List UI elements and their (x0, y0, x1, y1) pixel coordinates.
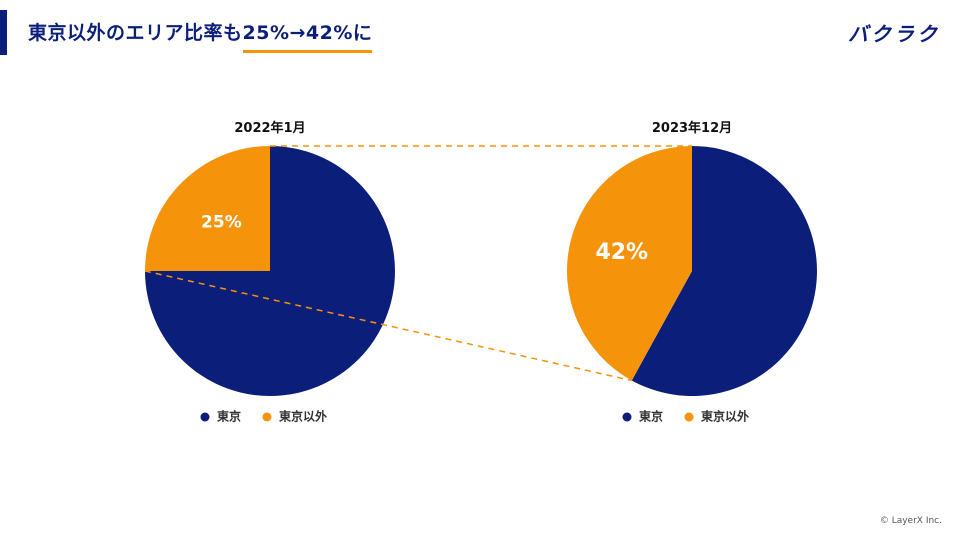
pie-slice-outside-1 (145, 146, 270, 271)
page-title: 東京以外のエリア比率も25%→42%に (28, 18, 373, 53)
pie-slice-outside-2 (566, 146, 692, 381)
legend-label-tokyo-2: 東京 (639, 409, 663, 424)
data-label-outside-2: 42% (595, 240, 648, 265)
title-prefix: 東京以外のエリア比率も (28, 22, 243, 44)
legend-label-outside-2: 東京以外 (701, 409, 749, 424)
brand-logo: バクラク (848, 22, 940, 46)
legend-label-tokyo-1: 東京 (217, 409, 241, 424)
legend-marker-outside-2 (684, 412, 694, 422)
chart-title-1: 2022年1月 (234, 120, 305, 136)
copyright-text: © LayerX Inc. (879, 516, 942, 526)
legend-marker-tokyo-1 (200, 412, 210, 422)
legend-marker-outside-1 (262, 412, 272, 422)
chart-title-2: 2023年12月 (652, 120, 732, 136)
data-label-outside-1: 25% (201, 212, 242, 232)
legend-marker-tokyo-2 (622, 412, 632, 422)
title-highlight: 25%→42%に (242, 22, 373, 53)
pie-slice-tokyo-2 (631, 146, 817, 396)
title-accent-bar (0, 10, 7, 55)
legend-label-outside-1: 東京以外 (279, 409, 327, 424)
